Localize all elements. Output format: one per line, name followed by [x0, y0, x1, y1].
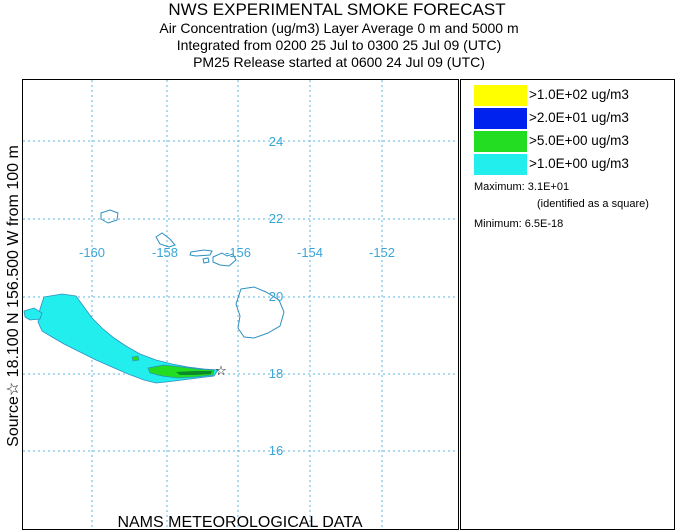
minimum-value: Minimum: 6.5E-18 [474, 218, 564, 230]
maximum-value: Maximum: 3.1E+01 [474, 181, 570, 193]
forecast-title: NWS EXPERIMENTAL SMOKE FORECAST [168, 0, 506, 19]
legend-label-1: >1.0E+00 ug/m3 [529, 156, 629, 171]
legend-swatch-20 [474, 108, 527, 129]
legend-label-20: >2.0E+01 ug/m3 [529, 110, 629, 125]
plume-fragment [23, 307, 43, 321]
lat-label-18: 18 [269, 366, 283, 381]
coastlines [100, 209, 285, 339]
island-maui [212, 252, 237, 267]
legend-swatch-100 [474, 85, 527, 106]
release-start: PM25 Release started at 0600 24 Jul 09 (… [193, 54, 485, 70]
graticule [23, 80, 458, 529]
integration-period: Integrated from 0200 25 Jul to 0300 25 J… [176, 37, 502, 53]
lon-label-158: -158 [152, 245, 178, 260]
lat-label-20: 20 [269, 289, 283, 304]
concentration-subtitle: Air Concentration (ug/m3) Layer Average … [159, 20, 519, 36]
lat-label-24: 24 [269, 134, 283, 149]
legend-swatch-1 [474, 154, 527, 175]
plume-level-3 [176, 371, 212, 375]
lon-label-160: -160 [79, 245, 105, 260]
met-data-footer: NAMS METEOROLOGICAL DATA [117, 514, 363, 531]
legend-label-5: >5.0E+00 ug/m3 [529, 133, 629, 148]
lon-label-152: -152 [369, 245, 395, 260]
lon-label-154: -154 [297, 245, 323, 260]
map-frame [22, 79, 459, 530]
lat-label-16: 16 [269, 443, 283, 458]
lon-label-156: -156 [225, 245, 251, 260]
legend-panel: >1.0E+02 ug/m3 >2.0E+01 ug/m3 >5.0E+00 u… [460, 79, 675, 530]
island-molokai [189, 249, 213, 257]
island-lanai [202, 257, 210, 264]
plume-level-1 [37, 293, 219, 384]
plume-level-2-spot [131, 355, 140, 362]
lat-label-22: 22 [269, 211, 283, 226]
legend-swatch-5 [474, 131, 527, 152]
island-hawaii [235, 286, 285, 339]
source-star-icon: ☆ [215, 364, 227, 379]
island-oahu [155, 232, 176, 248]
legend-label-100: >1.0E+02 ug/m3 [529, 87, 629, 102]
island-kauai [100, 209, 119, 224]
maximum-note: (identified as a square) [537, 198, 649, 210]
